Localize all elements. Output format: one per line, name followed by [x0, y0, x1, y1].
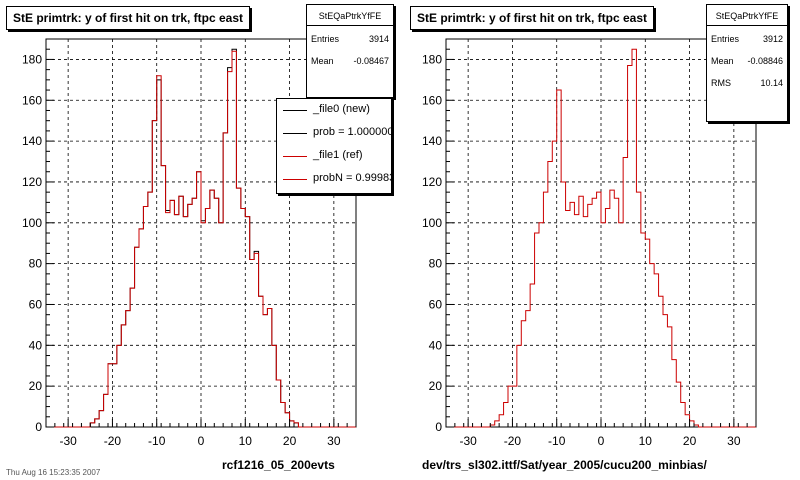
stats-row-mean: Mean -0.08467: [307, 48, 393, 70]
legend-entry: probN = 0.99983: [277, 168, 391, 191]
legend-entry: prob = 1.000000: [277, 122, 391, 145]
stats-value: 3914: [368, 34, 389, 44]
histogram-plot-right: -30 -20 -10 0 10 20 30 0 20 40 60 80 100 120 140 160 180: [422, 38, 757, 448]
x-tick-label: -20: [104, 434, 122, 448]
stats-row-entries: Entries 3914: [307, 26, 393, 48]
x-tick-label: -20: [504, 434, 522, 448]
y-tick-label: 0: [35, 420, 42, 434]
legend-label: _file1 (ref): [313, 149, 363, 161]
y-tick-label: 80: [29, 257, 43, 271]
histogram-panel-left: -30 -20 -10 0 10 20 30 0 20 40 60 80 100 120 140 160 180…: [6, 4, 394, 477]
x-tick-label: 0: [198, 434, 205, 448]
y-tick-label: 120: [422, 175, 442, 189]
y-tick-label: 20: [429, 379, 443, 393]
y-tick-label: 20: [29, 379, 43, 393]
y-tick-label: 100: [22, 216, 42, 230]
plot-title: StE primtrk: y of first hit on trk, ftpc…: [6, 6, 251, 30]
stats-label: Entries: [711, 34, 740, 44]
stats-value: 3912: [762, 34, 783, 44]
legend-label: probN = 0.99983: [313, 172, 392, 184]
y-tick-label: 60: [429, 297, 443, 311]
legend-line-marker: [283, 133, 307, 134]
y-tick-label: 60: [29, 297, 43, 311]
histogram-panel-right: -30 -20 -10 0 10 20 30 0 20 40 60 80 100 120 140 160 180…: [400, 0, 800, 480]
legend-line-marker: [283, 156, 307, 157]
legend: _file0 (new) prob = 1.000000 _file1 (ref…: [276, 98, 392, 194]
stats-row-rms: RMS 10.14: [707, 70, 787, 92]
file-caption: dev/trs_sl302.ittf/Sat/year_2005/cucu200…: [422, 458, 707, 472]
plot-title: StE primtrk: y of first hit on trk, ftpc…: [410, 6, 655, 30]
histogram-series-line: [46, 50, 356, 428]
x-tick-label: 0: [598, 434, 605, 448]
stats-box: StEQaPtrkYfFE Entries 3912 Mean -0.08846…: [706, 4, 788, 122]
y-tick-label: 160: [22, 93, 42, 107]
x-tick-label: -10: [548, 434, 566, 448]
stats-label: Mean: [311, 56, 334, 66]
x-tick-label: 10: [639, 434, 653, 448]
timestamp-footer: Thu Aug 16 15:23:35 2007: [6, 468, 101, 477]
y-tick-label: 40: [429, 338, 443, 352]
y-tick-label: 120: [22, 175, 42, 189]
y-tick-label: 80: [429, 257, 443, 271]
y-tick-label: 40: [29, 338, 43, 352]
legend-entry: _file1 (ref): [277, 145, 391, 168]
legend-entry: _file0 (new): [277, 99, 391, 122]
x-tick-label: 30: [327, 434, 341, 448]
y-tick-label: 140: [22, 134, 42, 148]
stats-box: StEQaPtrkYfFE Entries 3914 Mean -0.08467: [306, 4, 394, 98]
x-tick-label: 20: [683, 434, 697, 448]
stats-label: Entries: [311, 34, 340, 44]
x-tick-label: -10: [148, 434, 166, 448]
legend-label: prob = 1.000000: [313, 126, 392, 138]
stats-row-mean: Mean -0.08846: [707, 48, 787, 70]
legend-line-marker: [283, 179, 307, 180]
stats-row-entries: Entries 3912: [707, 26, 787, 48]
y-tick-label: 100: [422, 216, 442, 230]
y-tick-label: 140: [422, 134, 442, 148]
x-tick-label: -30: [59, 434, 77, 448]
legend-line-marker: [283, 110, 307, 111]
y-tick-label: 0: [435, 420, 442, 434]
stats-name: StEQaPtrkYfFE: [707, 5, 787, 26]
y-tick-label: 180: [422, 52, 442, 66]
x-tick-label: 10: [239, 434, 253, 448]
x-tick-label: -30: [459, 434, 477, 448]
stats-label: Mean: [711, 56, 734, 66]
stats-value: -0.08846: [747, 56, 783, 66]
y-tick-label: 160: [422, 93, 442, 107]
stats-name: StEQaPtrkYfFE: [307, 5, 393, 26]
file-caption: rcf1216_05_200evts: [222, 458, 335, 472]
stats-value: -0.08467: [353, 56, 389, 66]
histogram-series-line: [446, 48, 756, 428]
y-tick-label: 180: [22, 52, 42, 66]
stats-value: 10.14: [760, 78, 783, 88]
stats-label: RMS: [711, 78, 731, 88]
x-tick-label: 20: [283, 434, 297, 448]
legend-label: _file0 (new): [313, 103, 370, 115]
x-tick-label: 30: [727, 434, 741, 448]
